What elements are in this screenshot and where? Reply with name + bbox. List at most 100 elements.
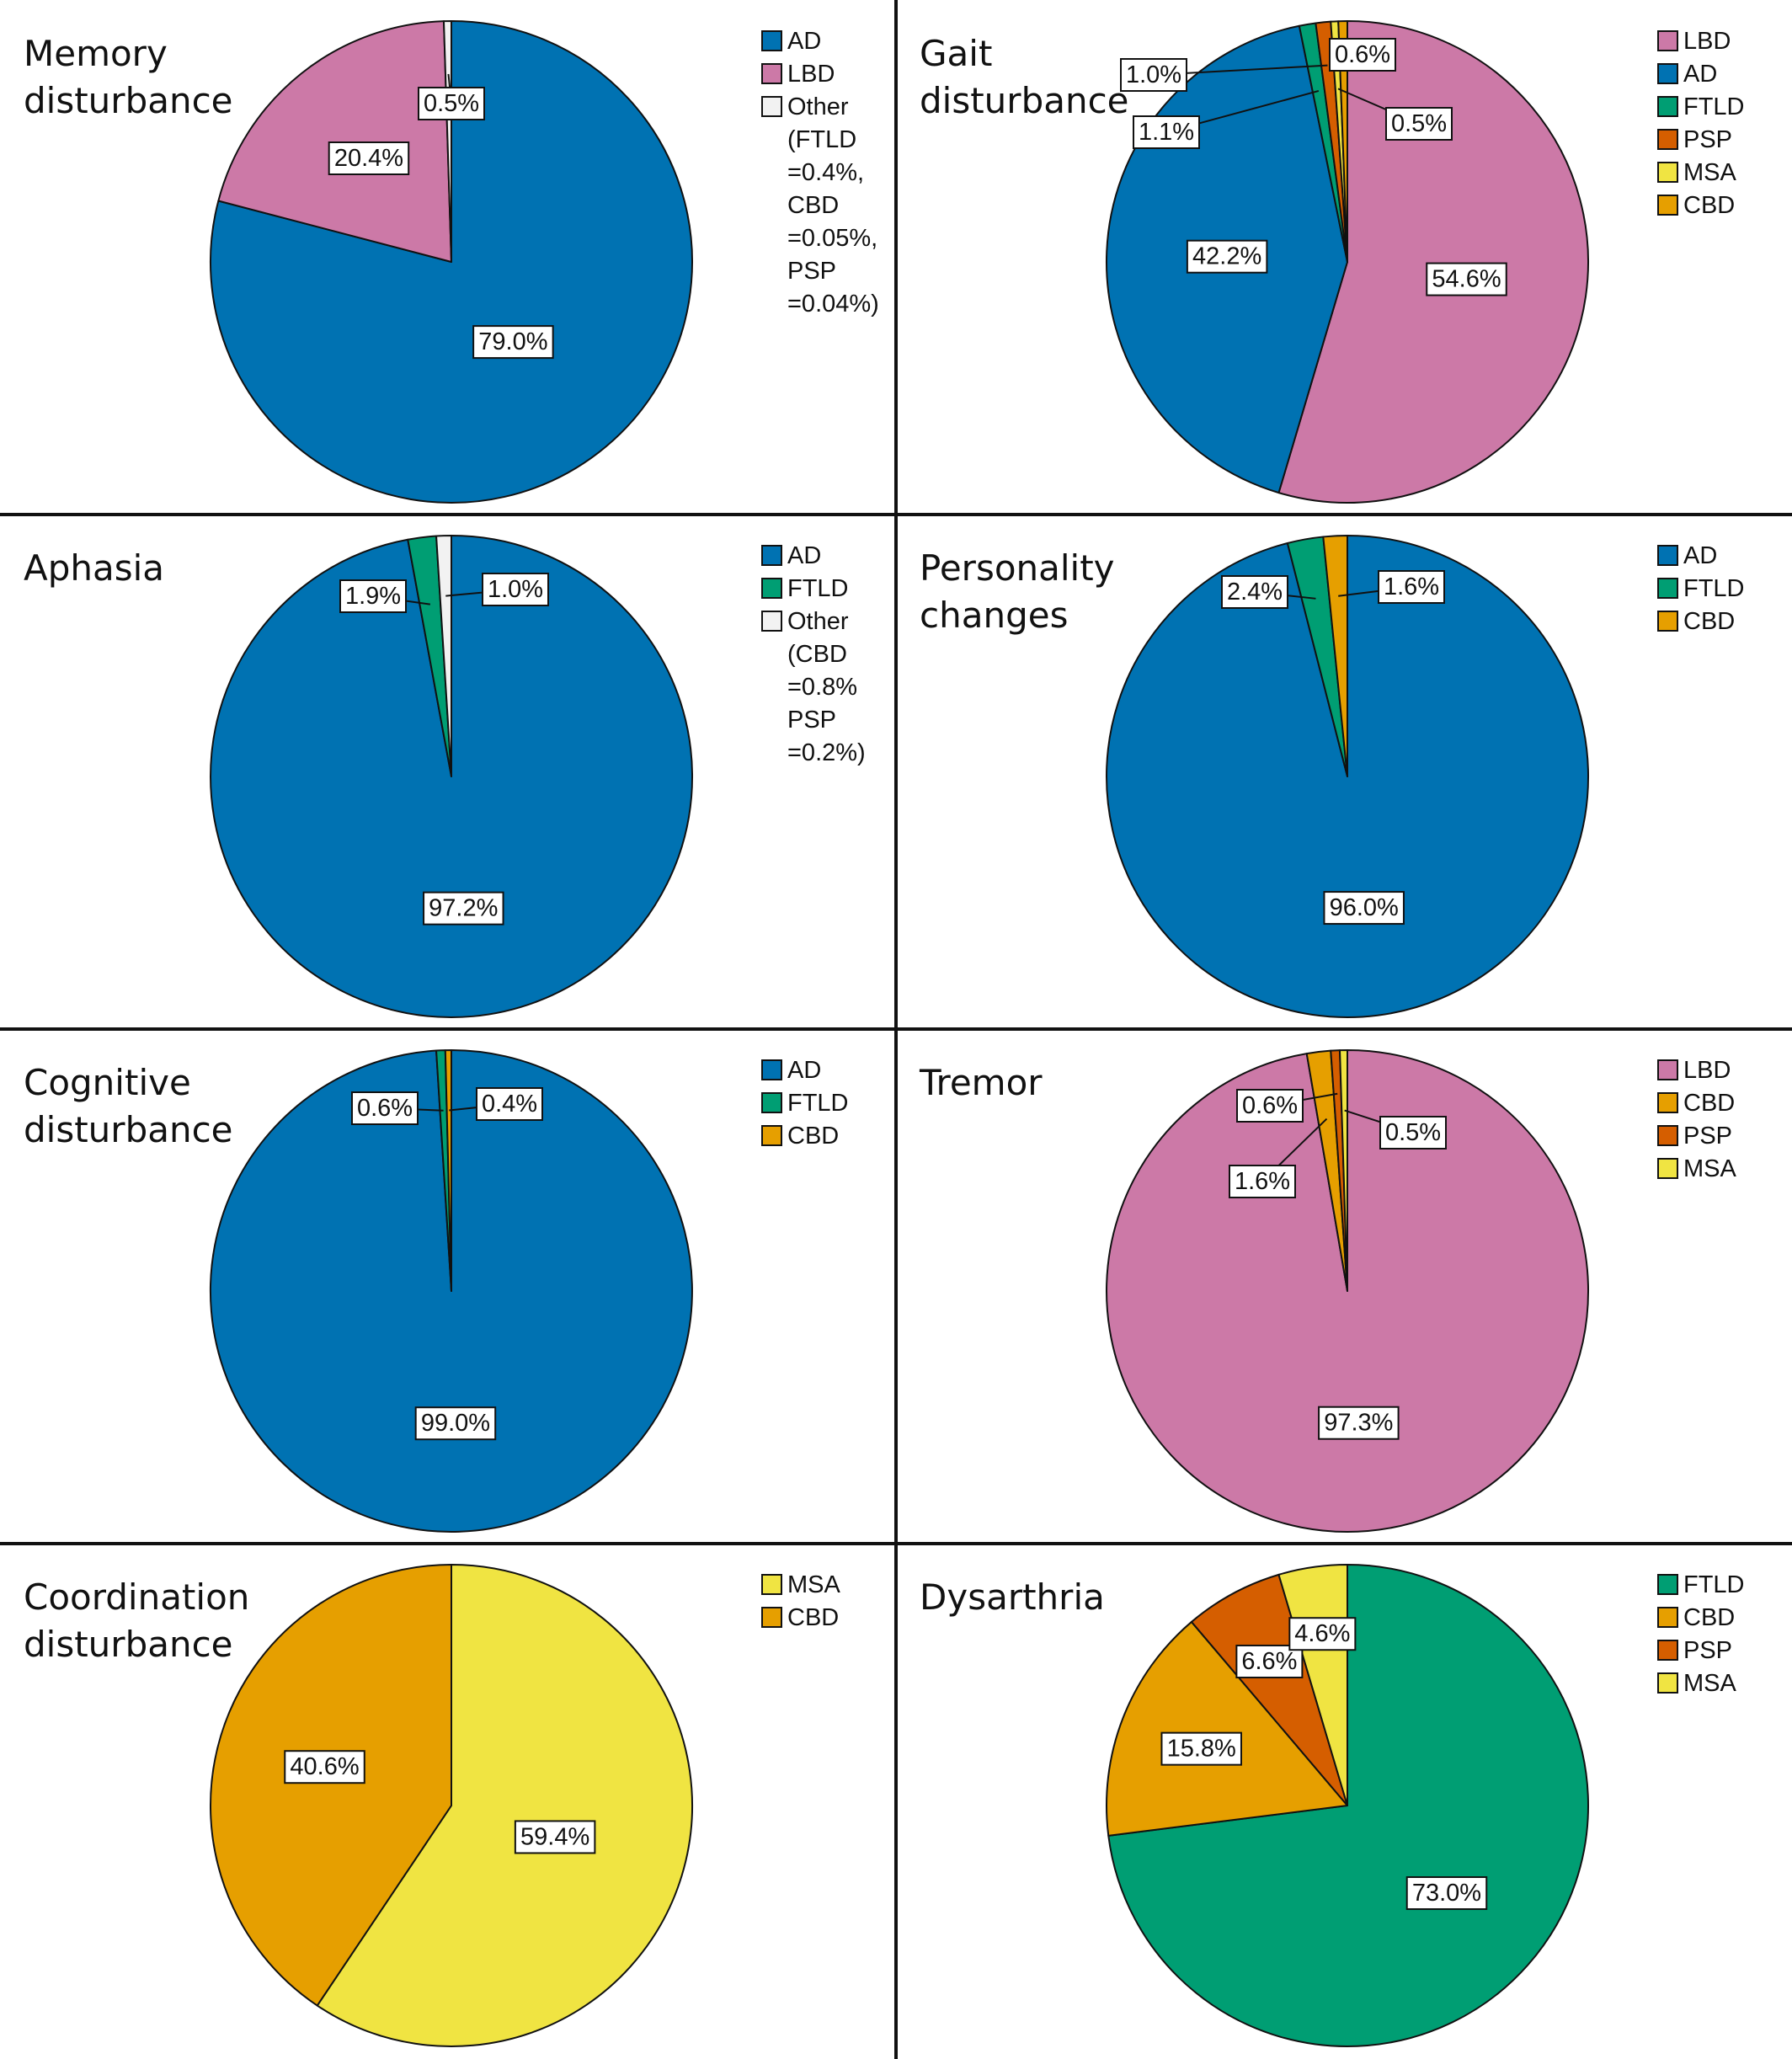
data-label-group: 0.5% xyxy=(418,87,485,120)
legend-label: LBD xyxy=(787,61,835,88)
legend-item: Other (FTLD =0.4%, CBD =0.05%, PSP =0.04… xyxy=(761,91,879,321)
legend-swatch xyxy=(1657,578,1678,599)
legend-label: LBD xyxy=(1683,28,1731,55)
pie-svg: 59.4% 40.6% xyxy=(209,1564,693,2047)
data-label-box xyxy=(476,1087,543,1121)
legend: AD FTLD Other (CBD =0.8% PSP =0.2%) xyxy=(761,540,866,770)
legend-swatch xyxy=(761,1607,782,1628)
data-label-group: 0.6% xyxy=(1329,38,1396,72)
legend-label: FTLD xyxy=(1683,1571,1745,1598)
legend-swatch xyxy=(1657,1607,1678,1628)
data-label-group: 6.6% xyxy=(1235,1644,1304,1678)
data-label-group: 54.6% xyxy=(1426,262,1507,296)
data-label: 0.4% xyxy=(482,1091,537,1118)
legend-label: FTLD xyxy=(787,1090,849,1117)
data-label-group: 15.8% xyxy=(1160,1731,1242,1766)
data-label: 97.3% xyxy=(1324,1410,1393,1437)
data-label-group: 59.4% xyxy=(514,1820,596,1854)
pie-slice-ftld xyxy=(1107,1564,1589,2047)
legend-swatch xyxy=(1657,162,1678,183)
legend: AD FTLD CBD xyxy=(1657,540,1745,638)
legend-label: FTLD xyxy=(787,575,849,602)
data-label-group: 0.5% xyxy=(1379,1116,1447,1150)
data-label: 54.6% xyxy=(1432,266,1501,293)
data-label-group: 0.5% xyxy=(1385,107,1453,141)
data-label-box xyxy=(1318,1406,1400,1440)
horizontal-divider-3 xyxy=(0,1542,1792,1545)
legend-swatch xyxy=(1657,195,1678,216)
data-label-group: 1.1% xyxy=(1133,115,1200,149)
pie-svg: 79.0% 20.4% 0.5% xyxy=(210,19,693,504)
legend-item: AD xyxy=(761,25,879,58)
data-label: 0.5% xyxy=(424,90,479,117)
data-label-box xyxy=(1236,1089,1304,1123)
legend-swatch xyxy=(1657,129,1678,150)
legend-swatch xyxy=(761,1059,782,1080)
legend-swatch xyxy=(1657,1158,1678,1179)
legend-swatch xyxy=(1657,1640,1678,1661)
data-label-box xyxy=(1221,575,1288,609)
pie-slice-cbd xyxy=(1106,1620,1348,1837)
legend-label: MSA xyxy=(1683,159,1736,186)
data-label-box xyxy=(423,891,504,925)
legend-item: PSP xyxy=(1657,1120,1736,1153)
data-label-box xyxy=(1329,38,1396,72)
legend-label: CBD xyxy=(1683,1604,1736,1631)
data-label-group: 1.6% xyxy=(1229,1165,1296,1198)
data-label-box xyxy=(514,1820,596,1854)
chart-panel-4: Personality changes 96.0% 2.4% 1.6% AD FTLD CB… xyxy=(896,515,1792,1029)
legend-item: CBD xyxy=(1657,605,1745,638)
legend-item: AD xyxy=(761,540,866,573)
data-label: 6.6% xyxy=(1241,1648,1297,1675)
chart-title: Memory disturbance xyxy=(24,33,233,121)
pie-slice-lbd xyxy=(1277,20,1589,504)
data-label: 1.6% xyxy=(1235,1168,1290,1195)
data-label-box xyxy=(1120,58,1187,92)
pie-svg: 97.2% 1.9% 1.0% xyxy=(210,534,694,1018)
data-label-box xyxy=(1235,1644,1304,1678)
legend-item: AD xyxy=(1657,540,1745,573)
data-label-box xyxy=(1385,107,1453,141)
legend: MSA CBD xyxy=(761,1569,840,1635)
legend-item: FTLD xyxy=(1657,573,1745,605)
legend-swatch xyxy=(761,1125,782,1146)
data-label: 96.0% xyxy=(1330,894,1399,921)
legend-item: AD xyxy=(1657,58,1745,91)
legend-label: FTLD xyxy=(1683,93,1745,120)
data-label-box xyxy=(1229,1165,1296,1198)
horizontal-divider-2 xyxy=(0,1027,1792,1031)
legend-item: CBD xyxy=(1657,1602,1745,1635)
data-label-group: 40.6% xyxy=(284,1750,365,1784)
legend-label: MSA xyxy=(1683,1155,1736,1182)
pie-svg: 99.0% 0.6% 0.4% xyxy=(209,1048,693,1533)
data-label-group: 20.4% xyxy=(328,141,410,175)
legend-item: AD xyxy=(761,1054,849,1087)
chart-title: Aphasia xyxy=(24,547,165,589)
data-label-group: 1.0% xyxy=(482,573,549,606)
legend-label: CBD xyxy=(1683,1090,1736,1117)
legend-swatch xyxy=(761,30,782,51)
pie-slice-cbd xyxy=(1337,19,1348,263)
legend-label: PSP xyxy=(1683,126,1733,153)
data-label-box xyxy=(482,573,549,606)
legend-item: CBD xyxy=(1657,1087,1736,1120)
legend-label: AD xyxy=(787,542,822,569)
data-label: 59.4% xyxy=(520,1823,589,1850)
data-label: 79.0% xyxy=(478,328,547,355)
legend-swatch xyxy=(761,63,782,84)
data-label: 0.6% xyxy=(357,1095,413,1122)
data-label-box xyxy=(1288,1617,1357,1651)
legend-item: FTLD xyxy=(761,573,866,605)
legend-label: CBD xyxy=(1683,192,1736,219)
legend-item: FTLD xyxy=(1657,91,1745,124)
legend-swatch xyxy=(761,578,782,599)
data-label-group: 99.0% xyxy=(414,1406,497,1441)
legend-swatch xyxy=(1657,30,1678,51)
chart-title: Dysarthria xyxy=(920,1576,1105,1618)
horizontal-divider-1 xyxy=(0,513,1792,516)
data-label: 40.6% xyxy=(290,1753,359,1780)
data-label-box xyxy=(1378,570,1445,604)
legend-swatch xyxy=(1657,1059,1678,1080)
legend-label: AD xyxy=(787,28,822,55)
chart-title: Tremor xyxy=(920,1062,1043,1103)
